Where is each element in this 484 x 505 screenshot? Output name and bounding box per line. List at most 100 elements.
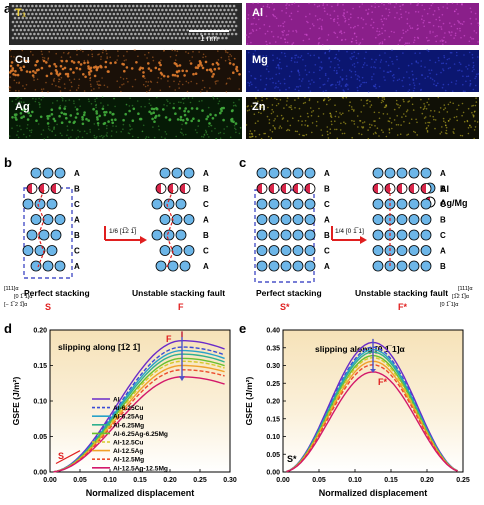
atom-c-left-r4-c3 <box>292 229 304 241</box>
atom-c-right-r5-c0 <box>372 245 384 256</box>
atom-b-left-r3-c2 <box>54 214 66 225</box>
atom-c-right-r1-c3 <box>408 183 420 194</box>
atom-b-right-r5-c1 <box>171 245 183 256</box>
chartE-ytick-label-6: 0.30 <box>266 363 280 370</box>
atom-b-left-r2-c2 <box>46 198 58 210</box>
atom-b-left-r4-c1 <box>38 229 50 241</box>
atom-c-right-r5-c2 <box>396 245 408 256</box>
layer-label-b-right-3: A <box>203 216 209 225</box>
atom-b-left-r5-c1 <box>34 245 46 256</box>
atom-c-right-r0-c1 <box>384 167 396 179</box>
chartD-xtick-label-2: 0.10 <box>103 477 117 484</box>
atom-c-right-r0-c0 <box>372 167 384 179</box>
chart-d-legend-label-7: Al-12.5Mg <box>113 457 144 464</box>
atom-c-left-r2-c1 <box>268 198 280 210</box>
chartE-ytick-label-7: 0.35 <box>266 345 280 352</box>
axis-c-3: [0 1̅ 1]α <box>440 301 459 308</box>
layer-label-c-left-4: B <box>324 231 330 240</box>
layer-label-b-left-6: A <box>74 262 80 271</box>
atom-c-left-r4-c4 <box>304 229 316 241</box>
chart-d-ylabel: GSFE (J/m²) <box>11 377 21 426</box>
atom-c-right-r4-c2 <box>396 229 408 241</box>
atom-c-right-r0-c3 <box>408 167 420 179</box>
chartE-ytick-label-8: 0.40 <box>266 328 280 335</box>
atom-b-left-r5-c2 <box>46 245 58 256</box>
atom-c-left-r6-c0 <box>256 260 268 272</box>
layer-label-b-left-4: B <box>74 231 80 240</box>
atom-b-left-r0-c2 <box>54 167 66 179</box>
chart-d-plot-area <box>49 329 231 473</box>
chart-d-start-label: S <box>58 451 64 461</box>
panel-label-d: d <box>4 321 12 336</box>
layer-label-b-left-2: C <box>74 200 80 209</box>
atom-b-right-r4-c1 <box>163 229 175 241</box>
atom-c-left-r1-c1 <box>268 183 280 194</box>
chartD-ytick-label-2: 0.10 <box>33 399 47 406</box>
chartE-series-8 <box>286 371 458 473</box>
layer-label-c-left-3: A <box>324 216 330 225</box>
chartD-ytick-label-0: 0.00 <box>33 470 47 477</box>
chart-d-title: slipping along [1̅2 1̅] <box>58 342 140 352</box>
atom-c-right-r3-c0 <box>372 214 384 225</box>
atom-c-right-r6-c4 <box>420 260 432 272</box>
chart-d-start-marker <box>55 450 81 465</box>
panel-label-a: a <box>4 1 12 16</box>
layer-label-b-right-5: C <box>203 247 209 256</box>
atom-b-left-r3-c0 <box>30 214 42 225</box>
atom-c-right-r0-c4 <box>420 167 432 179</box>
atom-c-right-r2-c0 <box>372 198 384 210</box>
atom-c-left-r0-c3 <box>292 167 304 179</box>
chartE-xtick-label-5: 0.25 <box>456 477 470 484</box>
atom-c-left-r2-c2 <box>280 198 292 210</box>
atom-b-left-r2-c0 <box>22 198 34 210</box>
atom-c-left-r5-c1 <box>268 245 280 256</box>
chartE-xtick-label-3: 0.15 <box>384 477 398 484</box>
layer-label-b-right-6: A <box>203 262 209 271</box>
atom-c-right-r6-c2 <box>396 260 408 272</box>
chart-d-legend-label-6: Al-12.5Ag <box>113 448 143 455</box>
atom-c-left-r1-c0 <box>256 183 268 194</box>
panel-label-b: b <box>4 155 12 170</box>
atom-c-left-r5-c4 <box>304 245 316 256</box>
layer-label-b-right-4: B <box>203 231 209 240</box>
layer-label-b-left-3: A <box>74 216 80 225</box>
chartE-ytick-label-5: 0.25 <box>266 381 280 388</box>
chartD-series-8 <box>53 376 225 473</box>
chart-e-peak-label: F* <box>378 377 387 387</box>
axis-c-1: [111]α <box>458 286 473 292</box>
layer-label-b-right-1: B <box>203 185 209 194</box>
map-label-al: Al <box>252 7 263 19</box>
atom-c-right-r2-c2 <box>396 198 408 210</box>
symbol-f-star: F* <box>398 302 407 312</box>
map-label-t: T₁ <box>15 7 27 19</box>
atom-c-right-r0-c2 <box>396 167 408 179</box>
atom-b-right-r0-c2 <box>183 167 195 179</box>
chartE-xtick-label-0: 0.00 <box>276 477 290 484</box>
caption-perfect-c: Perfect stacking <box>256 288 322 298</box>
chart-d-legend-label-4: Al-6.25Ag-6.25Mg <box>113 431 168 438</box>
atom-c-right-r3-c4 <box>420 214 432 225</box>
atom-c-left-r3-c4 <box>304 214 316 225</box>
atom-b-right-r6-c0 <box>155 260 167 272</box>
axis-b-1: [111]α <box>4 286 19 292</box>
atom-c-right-r4-c4 <box>420 229 432 241</box>
chart-d-legend-label-0: Al <box>113 397 120 404</box>
symbol-s-star: S* <box>280 302 290 312</box>
chart-e-start-label: S* <box>287 454 297 464</box>
layer-label-c-left-6: A <box>324 262 330 271</box>
atom-b-right-r4-c2 <box>175 229 187 241</box>
atom-b-right-r1-c2 <box>179 183 191 194</box>
stacking-path-b-right <box>166 189 174 268</box>
atom-b-right-r1-c0 <box>155 183 167 194</box>
atom-c-left-r1-c3 <box>292 183 304 194</box>
chart-e-trend-arrowhead <box>370 369 376 373</box>
atom-c-right-r2-c3 <box>408 198 420 210</box>
chartE-ytick-label-1: 0.05 <box>266 452 280 459</box>
shift-arrow-c <box>331 226 360 241</box>
layer-label-c-right-0: A <box>440 169 446 178</box>
map-label-cu: Cu <box>15 54 30 66</box>
chart-d-legend-label-1: Al-6.25Cu <box>113 405 143 412</box>
layer-label-c-left-1: B <box>324 185 330 194</box>
atom-c-right-r3-c3 <box>408 214 420 225</box>
